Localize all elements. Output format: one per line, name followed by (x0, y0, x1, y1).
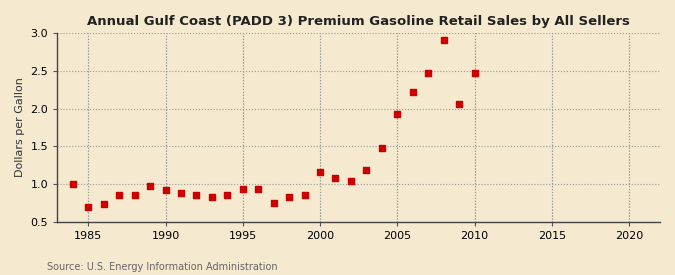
Point (469, 70, 480, 75)
Point (361, 168, 372, 173)
Point (346, 179, 356, 183)
Point (423, 71, 433, 75)
Point (207, 195, 217, 199)
Point (129, 193, 140, 197)
Point (253, 186, 264, 191)
Point (222, 193, 233, 197)
Point (268, 201, 279, 205)
Point (99, 202, 109, 207)
Point (438, 38, 449, 42)
Point (454, 102, 464, 106)
Point (83, 204, 94, 209)
Text: Source: U.S. Energy Information Administration: Source: U.S. Energy Information Administ… (47, 262, 278, 272)
Point (191, 193, 202, 197)
Point (392, 112, 403, 116)
Title: Annual Gulf Coast (PADD 3) Premium Gasoline Retail Sales by All Sellers: Annual Gulf Coast (PADD 3) Premium Gasol… (87, 15, 630, 28)
Point (176, 191, 186, 195)
Point (284, 195, 294, 199)
Point (114, 193, 125, 197)
Point (160, 188, 171, 192)
Point (377, 146, 387, 150)
Point (315, 170, 325, 174)
Point (330, 176, 341, 180)
Point (407, 90, 418, 94)
Point (238, 187, 248, 191)
Point (144, 184, 155, 188)
Y-axis label: Dollars per Gallon: Dollars per Gallon (15, 78, 25, 177)
Point (299, 193, 310, 197)
Point (68, 182, 78, 186)
